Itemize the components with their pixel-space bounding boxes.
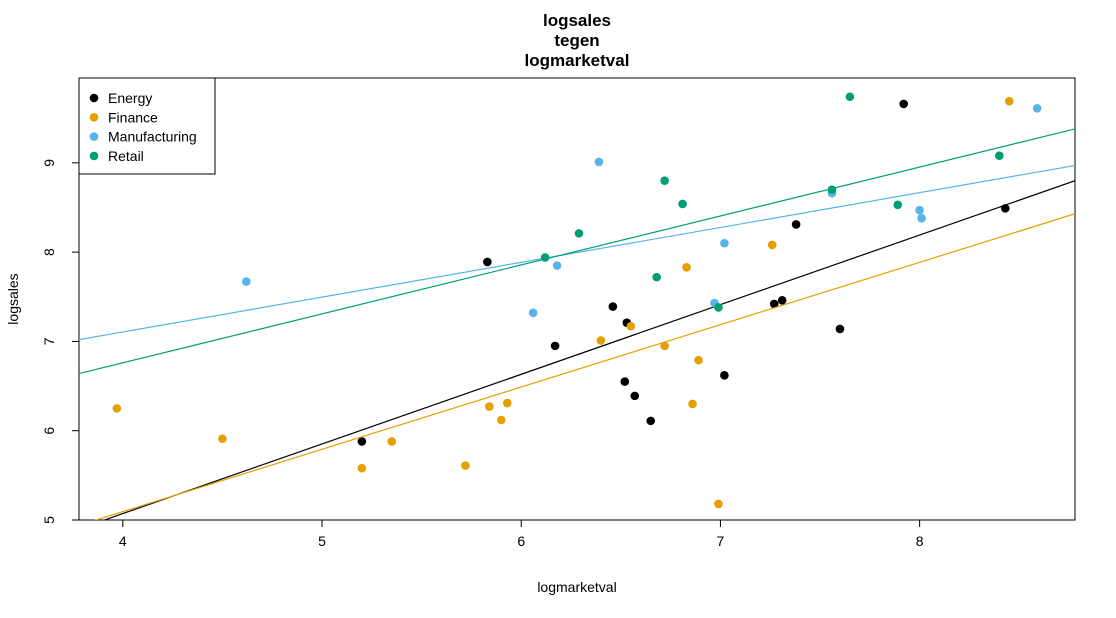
point-manufacturing (915, 205, 924, 215)
point-manufacturing (552, 261, 562, 270)
point-finance (682, 263, 691, 272)
legend-marker-energy (89, 93, 99, 103)
y-tick-label: 6 (41, 427, 57, 435)
point-finance (502, 398, 512, 408)
plot-frame (78, 77, 1076, 521)
point-energy (777, 296, 787, 305)
point-finance (714, 499, 723, 509)
point-finance (497, 415, 506, 425)
point-retail (540, 253, 550, 262)
point-manufacturing (1032, 104, 1042, 113)
point-energy (791, 220, 801, 229)
point-manufacturing (720, 238, 729, 248)
point-retail (714, 303, 723, 312)
point-energy (357, 437, 367, 446)
fit-line-manufacturing (79, 164, 1075, 341)
series-layer (79, 92, 1075, 520)
x-tick-label: 4 (119, 533, 127, 549)
point-finance (596, 336, 606, 345)
point-retail (893, 200, 903, 210)
point-energy (630, 391, 640, 401)
point-energy (620, 377, 630, 386)
point-finance (218, 434, 227, 444)
legend-marker-manufacturing (89, 132, 99, 141)
series-manufacturing (79, 104, 1075, 341)
y-tick-label: 7 (41, 337, 57, 345)
chart-title-line-3: logmarketval (525, 51, 630, 70)
fit-line-energy (102, 180, 1075, 520)
y-tick-label: 8 (41, 248, 57, 256)
point-finance (688, 399, 697, 409)
fit-line-finance (94, 213, 1075, 520)
x-axis: 4 5 6 7 8 (119, 520, 924, 549)
legend-label-retail: Retail (108, 148, 144, 164)
legend-marker-retail (89, 151, 99, 161)
point-energy (769, 299, 779, 309)
point-energy (550, 341, 560, 351)
point-manufacturing (242, 277, 251, 286)
legend-box (78, 77, 216, 175)
series-finance (94, 96, 1075, 520)
point-retail (574, 229, 584, 238)
point-finance (767, 240, 777, 250)
point-retail (652, 272, 661, 282)
point-energy (899, 99, 908, 109)
x-tick-label: 8 (916, 533, 924, 549)
y-axis-label: logsales (5, 273, 21, 324)
point-manufacturing (528, 308, 538, 318)
point-energy (483, 257, 492, 267)
point-finance (387, 437, 397, 446)
point-retail (827, 185, 837, 194)
point-finance (112, 404, 122, 413)
y-tick-label: 9 (41, 159, 57, 167)
point-energy (835, 324, 845, 334)
point-energy (1000, 204, 1010, 213)
legend-label-finance: Finance (108, 109, 158, 125)
point-manufacturing (594, 157, 604, 167)
point-manufacturing (917, 213, 926, 223)
point-energy (608, 302, 618, 311)
chart-title-line-2: tegen (554, 31, 599, 50)
point-finance (694, 355, 703, 365)
point-finance (1004, 96, 1014, 106)
point-finance (660, 341, 669, 351)
x-tick-label: 5 (318, 533, 326, 549)
x-axis-label: logmarketval (537, 579, 616, 595)
legend-label-energy: Energy (108, 90, 152, 106)
y-axis: 5 6 7 8 9 (41, 159, 79, 524)
legend-marker-finance (89, 113, 99, 122)
fit-line-retail (79, 128, 1075, 375)
series-retail (79, 92, 1075, 375)
point-retail (845, 92, 855, 102)
y-tick-label: 5 (41, 516, 57, 524)
point-finance (485, 402, 494, 411)
legend-label-manufacturing: Manufacturing (108, 129, 197, 145)
point-retail (995, 151, 1004, 160)
point-finance (461, 461, 470, 470)
point-retail (678, 199, 687, 209)
point-energy (646, 416, 656, 426)
point-energy (720, 371, 729, 380)
x-tick-label: 6 (517, 533, 525, 549)
series-energy (102, 99, 1075, 520)
x-tick-label: 7 (717, 533, 725, 549)
point-finance (357, 463, 367, 473)
legend: Energy Finance Manufacturing Retail (78, 77, 216, 175)
point-retail (660, 176, 669, 185)
chart-title-line-1: logsales (543, 11, 611, 30)
point-finance (626, 321, 636, 331)
